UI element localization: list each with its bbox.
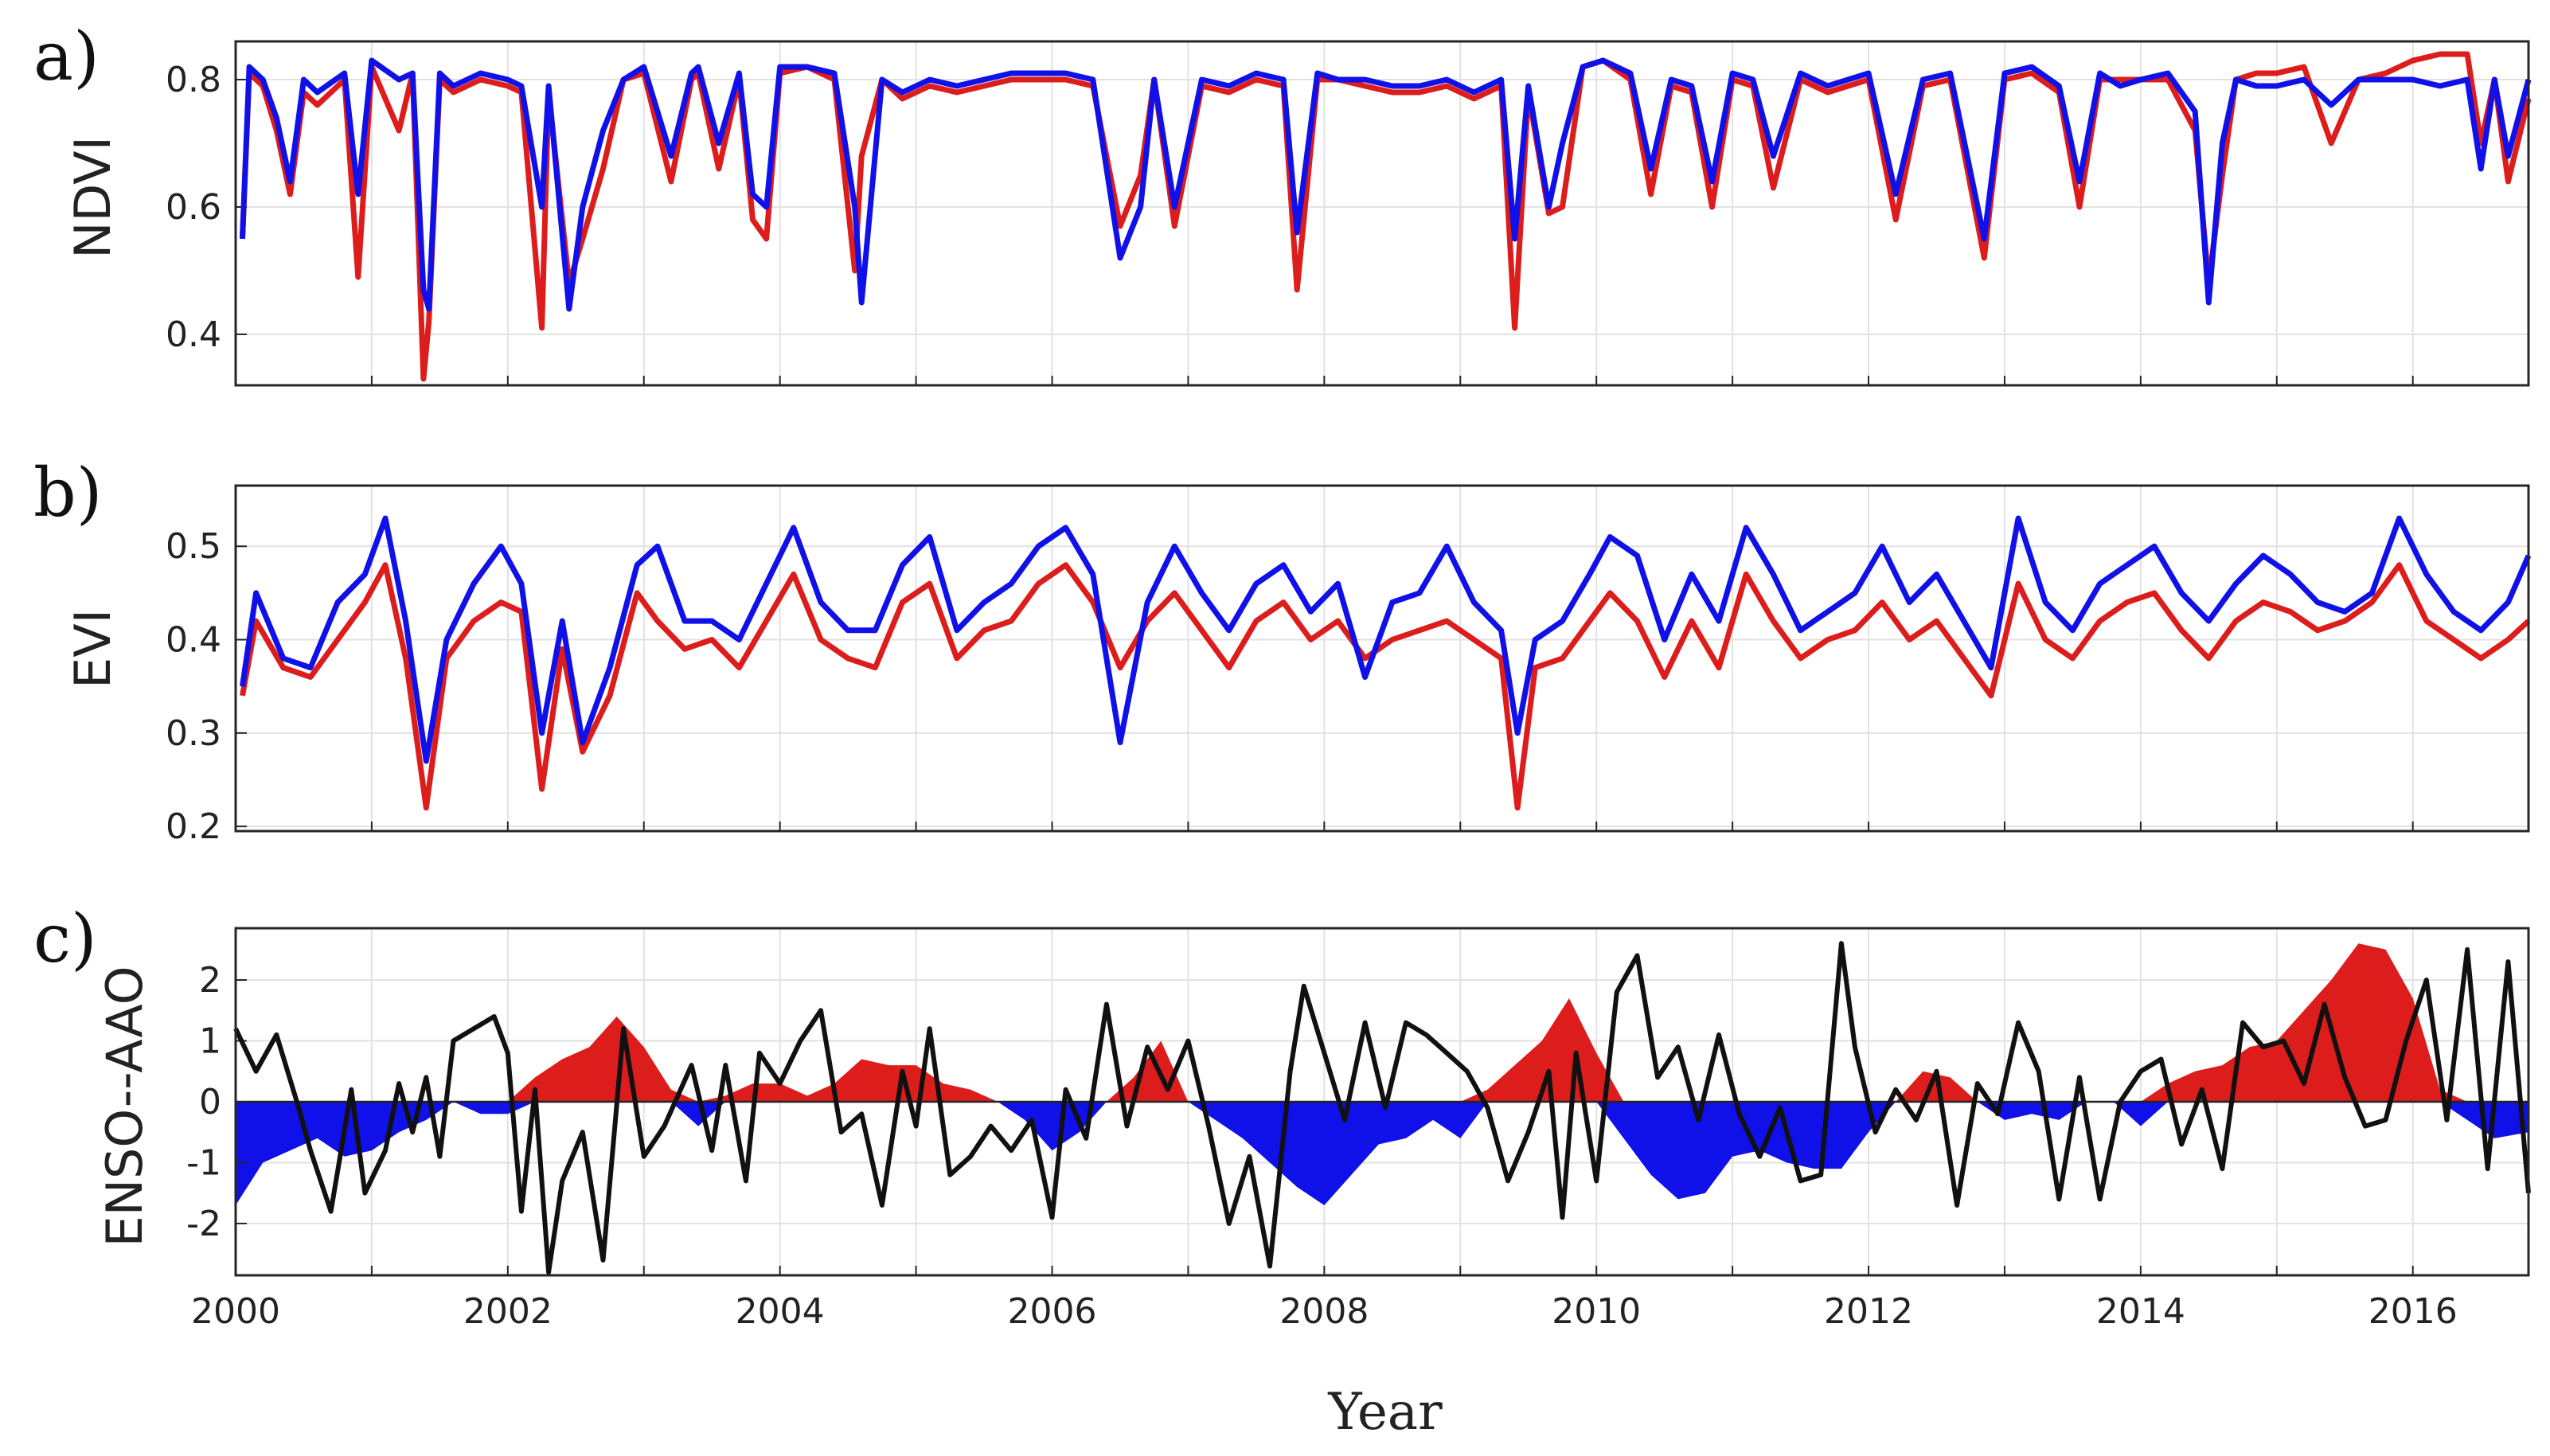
x-tick-label: 2010 bbox=[1552, 1291, 1641, 1332]
panel-c-letter: c) bbox=[33, 900, 97, 978]
ndvi-series-line-1 bbox=[240, 57, 2532, 312]
x-tick-label: 2012 bbox=[1824, 1291, 1913, 1332]
panel-b-letter: b) bbox=[33, 454, 103, 532]
evi-ticks: 0.2 0.3 0.4 0.5 bbox=[166, 526, 2414, 847]
enso-series-line-0 bbox=[233, 941, 2531, 1275]
x-tick-label: 2008 bbox=[1279, 1291, 1369, 1332]
evi-plot-frame bbox=[234, 484, 2530, 833]
evi-ytick-label: 0.4 bbox=[166, 620, 221, 661]
enso-ytick-label: -2 bbox=[186, 1204, 221, 1244]
panel-evi: b) EVI 0.2 0.3 0.4 0.5 bbox=[33, 454, 2532, 847]
ndvi-ytick-label: 0.4 bbox=[166, 314, 221, 355]
evi-ytick-label: 0.3 bbox=[166, 713, 221, 754]
x-tick-label: 2004 bbox=[736, 1291, 825, 1332]
ndvi-ytick-label: 0.6 bbox=[166, 187, 221, 228]
ndvi-plot-frame bbox=[234, 40, 2530, 387]
evi-ytick-label: 0.2 bbox=[166, 806, 221, 847]
enso-positive-area bbox=[236, 943, 2529, 1102]
evi-axis-label: EVI bbox=[64, 609, 122, 689]
enso-aao-axis-label: ENSO--AAO bbox=[96, 966, 154, 1247]
aao-series bbox=[233, 941, 2531, 1275]
enso-negative-area bbox=[236, 1102, 2529, 1205]
enso-plot-frame bbox=[234, 927, 2530, 1277]
ndvi-ytick-label: 0.8 bbox=[166, 60, 221, 100]
evi-series-line-1 bbox=[240, 515, 2532, 764]
x-tick-label: 2000 bbox=[191, 1291, 280, 1332]
ndvi-ticks: 0.4 0.6 0.8 bbox=[166, 60, 2414, 385]
ndvi-axis-label: NDVI bbox=[64, 136, 122, 259]
evi-ytick-label: 0.5 bbox=[166, 526, 221, 567]
evi-series bbox=[240, 515, 2532, 811]
enso-ytick-label: 1 bbox=[199, 1021, 221, 1062]
x-tick-label: 2016 bbox=[2368, 1291, 2458, 1332]
x-tick-label: 2006 bbox=[1008, 1291, 1097, 1332]
x-tick-label: 2014 bbox=[2096, 1291, 2185, 1332]
enso-ytick-label: 0 bbox=[199, 1082, 221, 1122]
panel-ndvi: a) NDVI 0.4 0.6 0.8 bbox=[33, 18, 2532, 387]
enso-ytick-label: 2 bbox=[199, 960, 221, 1001]
panel-a-letter: a) bbox=[33, 18, 100, 96]
enso-ytick-label: -1 bbox=[186, 1142, 221, 1183]
ndvi-series bbox=[240, 51, 2532, 382]
enso-ticks: -2 -1 0 1 2 bbox=[186, 960, 2414, 1275]
x-tick-label: 2002 bbox=[463, 1291, 553, 1332]
panel-enso-aao: c) ENSO--AAO -2 -1 0 1 2 bbox=[33, 900, 2531, 1277]
x-tick-labels: 2000 2002 2004 2006 2008 2010 2012 2014 2016 bbox=[191, 1291, 2458, 1332]
x-axis-label: Year bbox=[1327, 1383, 1443, 1442]
